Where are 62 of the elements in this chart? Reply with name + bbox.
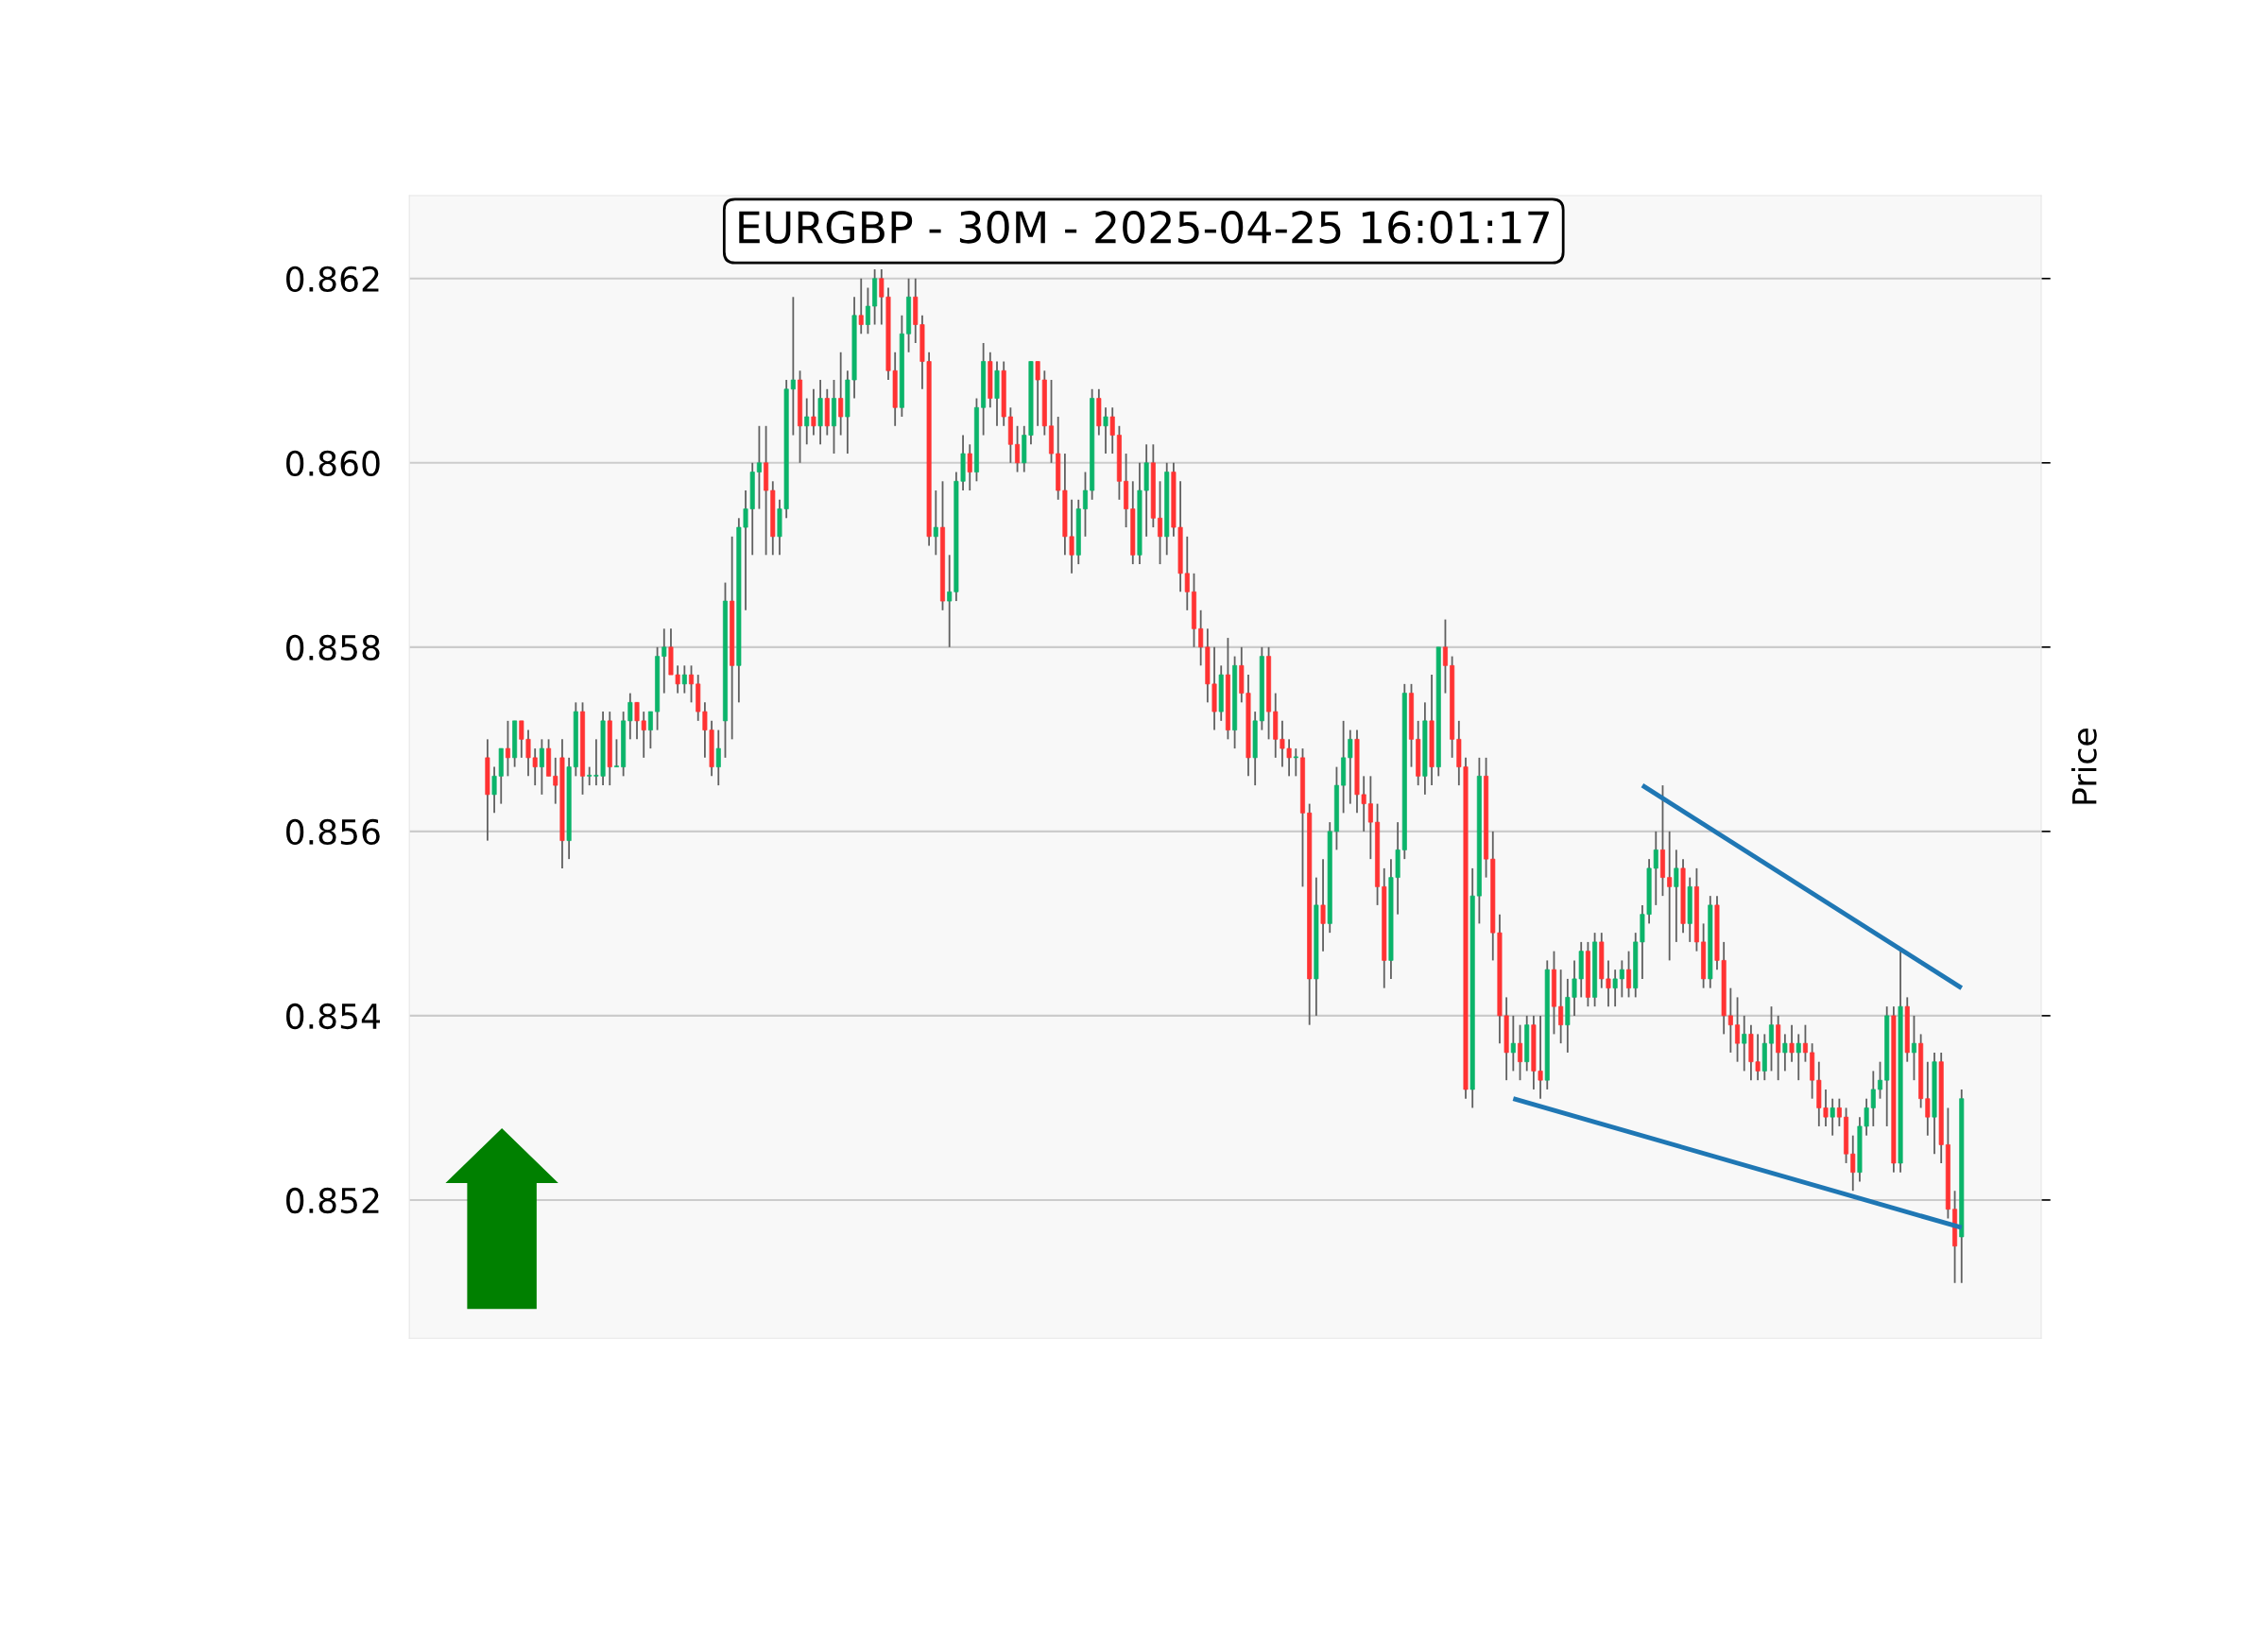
y-tick-label: 0.862 — [286, 266, 379, 292]
candlestick — [1742, 1015, 1747, 1072]
candlestick — [1320, 858, 1326, 952]
candlestick — [865, 286, 870, 335]
candlestick — [1735, 996, 1741, 1063]
candlestick — [1626, 950, 1632, 999]
y-tick-label: 0.852 — [286, 1187, 379, 1214]
candlestick — [1674, 849, 1679, 943]
candlestick — [1878, 1060, 1883, 1100]
candlestick — [804, 397, 810, 446]
candlestick — [1789, 1023, 1795, 1063]
candlestick — [1850, 1134, 1856, 1192]
chart-title: EURGBP - 30M - 2025-04-25 16:01:17 — [739, 211, 1549, 244]
candlestick — [1015, 424, 1021, 473]
candlestick — [681, 664, 687, 695]
candlestick — [1558, 969, 1564, 1045]
candlestick — [1510, 1015, 1516, 1072]
candlestick — [1198, 609, 1204, 667]
candlestick — [811, 387, 816, 437]
y-tick-label: 0.860 — [286, 450, 380, 477]
candlestick — [1830, 1097, 1835, 1137]
candlestick — [967, 443, 972, 491]
candlestick — [1836, 1097, 1842, 1127]
candlestick — [1367, 775, 1373, 861]
y-axis-title: Price — [2070, 729, 2097, 804]
candlestick — [613, 738, 619, 768]
candlestick — [1518, 1023, 1523, 1082]
candlestick — [1782, 1033, 1788, 1072]
candlestick — [1667, 830, 1673, 962]
y-tick-label: 0.854 — [286, 1003, 381, 1030]
candlestick — [1925, 1060, 1931, 1137]
candlestick — [1035, 360, 1040, 427]
candlestick — [1768, 1005, 1774, 1072]
candlestick — [1103, 406, 1108, 455]
candlestick — [1619, 959, 1624, 999]
candlestick — [647, 711, 653, 750]
y-tick-label: 0.858 — [286, 634, 380, 661]
candlestick — [627, 692, 633, 741]
candlestick — [756, 424, 762, 510]
candlestick — [505, 719, 510, 778]
candlestick — [1293, 747, 1298, 778]
candlestick — [1442, 618, 1448, 695]
candlestick — [539, 738, 544, 796]
candlestick — [933, 489, 938, 557]
candlestick — [1082, 471, 1088, 538]
candlestick — [947, 554, 953, 648]
y-tick-label: 0.856 — [286, 818, 380, 846]
candlestick — [1109, 406, 1115, 455]
candlestick — [1158, 480, 1163, 565]
candlestick — [662, 627, 667, 695]
candlestick — [1348, 729, 1353, 805]
candlestick — [838, 351, 844, 437]
candlestick — [1727, 987, 1733, 1054]
candlestick — [1802, 1023, 1808, 1063]
candlestick — [1612, 969, 1618, 1008]
candlestick — [689, 664, 695, 704]
candlestick — [858, 277, 864, 335]
candlestick — [790, 296, 796, 437]
candlestick — [1796, 1033, 1801, 1082]
candlestick — [1870, 1070, 1876, 1127]
candlestick — [1911, 1015, 1916, 1082]
candlestick — [715, 729, 721, 787]
